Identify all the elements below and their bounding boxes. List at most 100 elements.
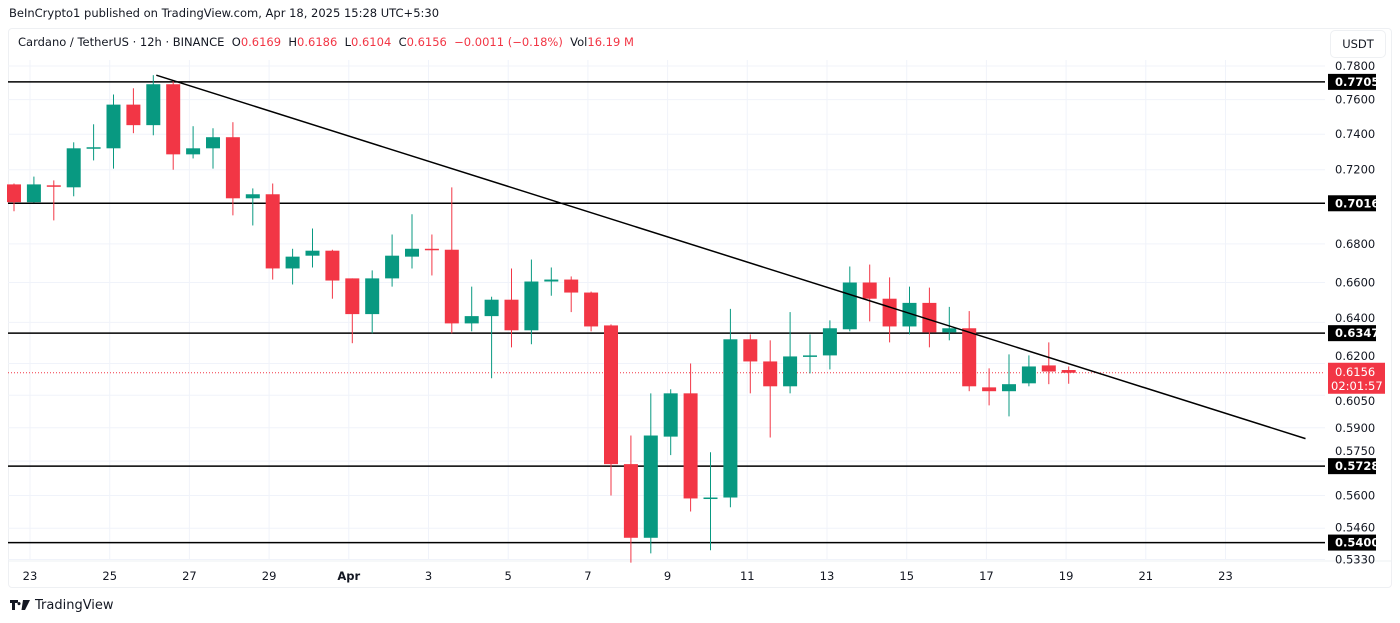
candle [982,368,997,406]
candle-body [365,278,380,315]
candle [564,276,579,313]
candle [743,334,758,394]
candle [66,142,81,197]
candle [26,176,41,203]
candle-body [484,299,499,317]
candle-body [1002,384,1016,392]
candle-body [405,248,419,257]
level-price-label: 0.7016 [1335,196,1379,210]
candle-body [245,194,260,199]
candle [1021,355,1036,387]
level-price-tag [1328,195,1376,212]
currency-button[interactable]: USDT [1330,30,1386,58]
candle [265,183,280,280]
footer-brand[interactable]: TradingView [10,598,114,613]
candle-body [743,339,758,362]
candle [524,259,539,345]
candle [285,248,300,285]
y-tick-label: 0.5330 [1335,552,1375,566]
x-tick-label: 13 [820,569,835,583]
candle-body [604,325,618,465]
candles [7,75,1076,563]
candle-body [265,194,280,269]
horizontal-levels [8,81,1325,544]
candle-body [842,282,857,330]
candle [424,234,439,276]
candle-body [524,281,539,331]
candle-body [703,497,718,500]
candle [166,80,181,170]
candle [484,296,499,379]
y-tick-label: 0.6600 [1335,276,1375,290]
trendline [156,74,1306,440]
time-axis: 23 25 27 29 Apr 3 5 7 9 11 13 15 17 19 21 23 [23,569,1233,583]
y-tick-label: 0.7800 [1335,59,1375,73]
candle-body [66,148,81,188]
candle [902,286,917,335]
candle-body [106,104,121,149]
candle [464,286,479,332]
bar-countdown-label: 02:01:57 [1331,379,1383,393]
candle-body [763,361,778,387]
tradingview-logo-icon [10,599,30,610]
candle [504,268,519,348]
low-value: 0.6104 [351,35,392,49]
candle [206,128,220,169]
candle-body [643,435,658,538]
candle-body [26,184,41,203]
candle-body [982,387,997,392]
level-price-label: 0.7705 [1335,75,1379,89]
candle-body [803,355,817,357]
candle [922,287,937,348]
y-tick-label: 0.5750 [1335,444,1375,458]
candle-body [584,292,599,327]
candle-body [305,250,320,256]
x-tick-label: Apr [337,569,360,583]
candle-body [444,249,459,324]
candle [763,340,778,438]
candle-body [206,137,220,149]
candle-body [902,302,917,327]
price-axis: 0.7800 0.7600 0.7400 0.7200 0.6800 0.6600 0.64… [1328,59,1385,566]
candle [663,389,678,456]
candle-body [285,256,300,269]
candle-body [882,298,897,327]
candle [1041,342,1056,385]
y-tick-label: 0.5460 [1335,521,1375,535]
candle-body [166,84,181,155]
close-label: C [398,35,407,49]
y-tick-label: 0.5600 [1335,488,1375,502]
candle-body [146,84,161,126]
candle-body [385,255,400,279]
candle [803,334,817,374]
footer-brand-label: TradingView [35,598,114,613]
candle [385,234,400,287]
candle-body [544,279,559,282]
y-tick-label: 0.7400 [1335,127,1375,141]
symbol-name: Cardano / TetherUS · 12h · BINANCE [18,35,225,49]
candle-body [86,147,101,149]
candle-body [663,393,678,437]
last-price-label: 0.6156 [1335,365,1375,379]
candle-body [623,464,638,538]
candle-body [962,328,977,387]
candle-body [464,316,479,324]
candle [444,187,459,334]
candle-body [424,248,439,251]
candle-body [126,104,141,126]
y-tick-label: 0.7600 [1335,93,1375,107]
x-tick-label: 21 [1138,569,1153,583]
volume-label: Vol [570,35,588,49]
candle-body [1041,365,1056,372]
candle-body [345,278,360,315]
y-tick-label: 0.7200 [1335,163,1375,177]
candle [683,363,698,512]
x-tick-label: 27 [182,569,197,583]
x-tick-label: 15 [899,569,914,583]
level-price-label: 0.5728 [1335,459,1379,473]
candle [106,94,121,169]
x-tick-label: 23 [23,569,38,583]
candle [245,188,260,226]
candle [862,264,877,322]
